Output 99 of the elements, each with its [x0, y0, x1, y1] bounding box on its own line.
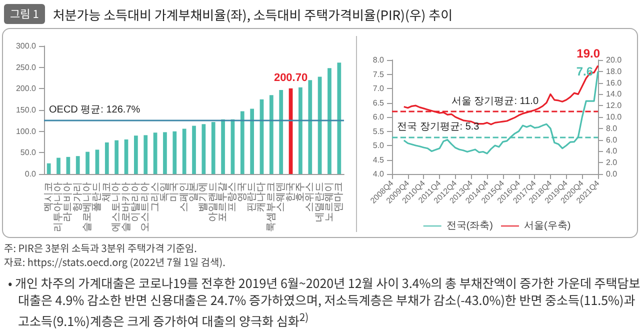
x-tick-label: 슬로바키아 [120, 182, 132, 232]
y-tick-label: 250.0 [16, 62, 37, 72]
data-label: 7.6 [576, 64, 594, 78]
y2-tick-label: 20.0 [606, 56, 622, 64]
bar [144, 135, 148, 174]
bar [153, 132, 158, 174]
y-tick-label: 100.0 [16, 126, 37, 136]
x-tick-label: 캐나다 [256, 182, 268, 212]
x-tick-label: 호주 [294, 182, 306, 202]
chart-title: 처분가능 소득대비 가계부채비율(좌), 소득대비 주택가격비율(PIR)(우) 추이 [52, 4, 453, 24]
legend-label: 전국(좌축) [446, 220, 494, 232]
bar [114, 140, 119, 174]
bar [318, 76, 322, 174]
y2-tick-label: 14.0 [606, 90, 622, 99]
y-tick-label: 5.0 [372, 141, 385, 150]
x-tick-label: 슬로베니아 [82, 182, 94, 232]
x-tick-label: 네덜란드 [314, 182, 326, 222]
x-tick-label: 그리스 [150, 182, 161, 212]
caption: 그림 1 [4, 4, 45, 24]
x-tick-label: 포르투갈 [218, 182, 229, 222]
x-tick-label: 아일랜드 [208, 182, 219, 222]
x-tick-label: 한국 [285, 182, 296, 202]
y-tick-label: 4.0 [372, 170, 385, 178]
bar [66, 156, 70, 174]
text: • 개인 차주의 가계대출은 코로나19를 전후한 2019년 6월~2020년 12월 사이 3.4%의 총 부채잔액이 증가한 가운데 주택담보대출은 4.9% 감소한 반면 신용대출은 24.7% 증가하였으며, 저소득계층은 부채가 감소(-43.0%)한 반면 중소득(11.5%)과 고소득(9.1%)계층은 크게 증가하여 대출의 양극화 심화$^{2)}$ [8, 273, 642, 330]
y-tick-label: 0.0 [24, 170, 37, 178]
y2-tick-label: 0.0 [606, 170, 618, 178]
bar [86, 152, 90, 174]
x-tick-label: 스위스 [304, 182, 316, 212]
x-tick-label: 일본 [188, 182, 200, 202]
y-tick-label: 150.0 [16, 106, 37, 114]
bar [124, 139, 128, 174]
bar [337, 62, 342, 174]
x-tick-label: 벨기에 [198, 182, 210, 212]
x-tick-label: 미국 [169, 182, 180, 202]
x-tick-label: 에스토니아 [111, 182, 122, 232]
ref-line-label: OECD 평균: 126.7% [49, 104, 140, 116]
y-tick-label: 5.5 [372, 126, 385, 136]
y2-tick-label: 18.0 [606, 66, 622, 76]
y-tick-label: 7.0 [372, 84, 385, 93]
y-tick-label: 6.0 [372, 112, 385, 122]
bar [172, 131, 177, 174]
y2-tick-label: 16.0 [606, 78, 622, 88]
x-tick-label: 노르웨이 [324, 182, 335, 222]
x-tick-label: 룩셈부르크 [266, 182, 277, 232]
bar [192, 126, 196, 174]
x-tick-label: 멕시코 [43, 182, 54, 212]
x-tick-label: 독일 [159, 182, 170, 202]
ref-line-label: 서울 장기평균: 11.0 [451, 96, 539, 107]
bar [298, 87, 302, 174]
bar [95, 150, 100, 174]
x-tick-label: 이탈리아 [130, 182, 142, 222]
bar [221, 119, 225, 174]
x-tick-label: 프랑스 [227, 182, 238, 212]
bar [279, 90, 284, 174]
y2-tick-label: 2.0 [606, 158, 618, 168]
x-tick-label: 오스트리아 [140, 182, 152, 232]
y-tick-label: 6.5 [372, 98, 385, 108]
y2-tick-label: 4.0 [606, 146, 618, 156]
data-label: 200.70 [274, 72, 308, 84]
x-tick-label: 체코 [101, 182, 112, 202]
x-tick-label: 영국 [236, 182, 248, 202]
y-tick-label: 8.0 [372, 56, 385, 64]
text: 주: PIR은 3분위 소득과 3분위 주택가격 기준임. [4, 240, 198, 255]
bar [134, 136, 138, 174]
bar [46, 163, 51, 174]
bar [328, 68, 332, 174]
bar [240, 111, 244, 174]
y-tick-label: 200.0 [16, 84, 37, 94]
y-tick-label: 50.0 [20, 148, 37, 158]
x-tick-label: 리투아니아 [53, 182, 64, 232]
y2-tick-label: 12.0 [606, 101, 622, 110]
bar [104, 142, 109, 174]
x-tick-label: 덴마크 [334, 182, 345, 212]
text: 자료: https://stats.oecd.org (2022년 7월 1일 검색). [4, 254, 226, 269]
y-tick-label: 7.5 [372, 70, 385, 79]
bar [308, 80, 312, 174]
x-tick-label: 폴란드 [92, 182, 103, 212]
x-tick-label: 라트비아 [62, 182, 74, 222]
bar [269, 95, 274, 174]
bar [56, 158, 60, 174]
x-tick-label: 헝가리 [72, 182, 84, 212]
bar [250, 108, 254, 174]
bar [202, 124, 206, 174]
bar [76, 156, 80, 174]
y-tick-label: 300.0 [16, 42, 37, 50]
bar [182, 128, 186, 174]
x-tick-label: 핀란드 [246, 182, 258, 212]
x-tick-label: 스페인 [178, 182, 190, 212]
y2-tick-label: 8.0 [606, 124, 618, 133]
ref-line-label: 전국 장기평균: 5.3 [397, 121, 480, 132]
y-tick-label: 4.5 [372, 155, 385, 164]
x-tick-label: 스웨덴 [276, 182, 287, 212]
data-label: 19.0 [576, 46, 600, 61]
bar [163, 132, 167, 174]
bar [211, 122, 216, 174]
y2-tick-label: 10.0 [606, 112, 622, 122]
y2-tick-label: 6.0 [606, 135, 618, 144]
legend-label: 서울(우축) [524, 220, 571, 232]
